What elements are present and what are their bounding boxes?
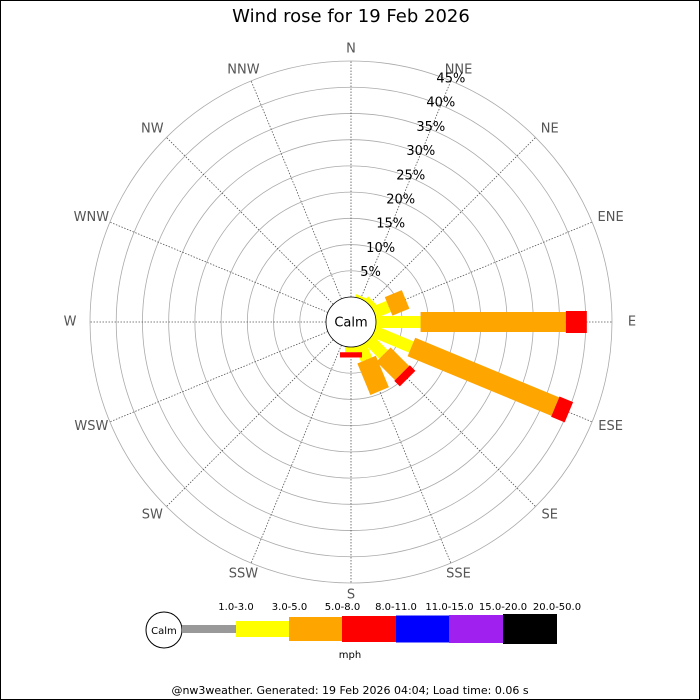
petal — [364, 296, 377, 309]
legend-swatch — [289, 617, 342, 641]
petal-segment — [407, 337, 560, 416]
direction-label: ESE — [598, 419, 623, 434]
direction-label: WNW — [74, 210, 110, 225]
legend-label: 15.0-20.0 — [479, 602, 527, 613]
petal — [371, 326, 574, 423]
petal — [364, 335, 416, 387]
direction-label: ENE — [598, 210, 624, 225]
petal-segment — [364, 296, 377, 309]
legend-swatch — [182, 625, 236, 633]
petal — [340, 347, 362, 358]
ring-label: 5% — [360, 265, 381, 280]
legend-swatch — [342, 616, 396, 642]
legend-label: 20.0-50.0 — [533, 602, 581, 613]
legend-calm-label: Calm — [151, 626, 177, 637]
petal-segment — [376, 347, 410, 381]
petal-segment — [357, 355, 389, 395]
ring-label: 35% — [416, 120, 445, 135]
petal-segment — [345, 347, 357, 353]
ring-label: 15% — [376, 217, 405, 232]
legend-label: 11.0-15.0 — [425, 602, 473, 613]
footer: @nw3weather. Generated: 19 Feb 2026 04:0… — [171, 684, 528, 697]
direction-label: NNW — [227, 62, 259, 77]
direction-label: NE — [541, 121, 559, 136]
petal-segment — [420, 312, 566, 332]
legend-swatch — [396, 615, 449, 643]
legend-swatch — [449, 615, 503, 643]
ring-label: 30% — [406, 144, 435, 159]
direction-label: NW — [141, 121, 164, 136]
spoke — [373, 221, 593, 313]
petal-segment — [565, 311, 587, 333]
direction-label: NNE — [445, 62, 473, 77]
petal-segment — [340, 352, 362, 358]
calm-circle — [325, 296, 377, 348]
legend-swatch — [236, 621, 289, 637]
petal-segment — [551, 396, 574, 423]
direction-label: N — [346, 42, 356, 57]
direction-label: S — [347, 588, 355, 603]
ring-label: 40% — [426, 96, 455, 111]
petal-segment — [375, 316, 421, 328]
ring — [89, 60, 613, 584]
spoke — [166, 339, 334, 507]
petal-segment — [371, 326, 414, 353]
petal-segment — [394, 365, 416, 387]
spoke — [250, 80, 342, 300]
spoke — [250, 344, 342, 564]
direction-label: SE — [541, 508, 557, 523]
chart-title: Wind rose for 19 Feb 2026 — [232, 6, 470, 27]
legend-label: 8.0-11.0 — [375, 602, 417, 613]
ring-label: 25% — [396, 168, 425, 183]
legend-label: 1.0-3.0 — [218, 602, 253, 613]
direction-label: W — [64, 315, 77, 330]
petal-segment — [371, 300, 391, 318]
petal-segment — [384, 290, 410, 316]
calm-label: Calm — [334, 316, 367, 331]
petal — [375, 311, 587, 333]
unit-label: mph — [339, 650, 361, 661]
petal — [355, 294, 368, 302]
legend-label: 3.0-5.0 — [272, 602, 307, 613]
direction-label: WSW — [74, 419, 108, 434]
ring-label: 10% — [366, 241, 395, 256]
legend-swatch — [503, 614, 557, 644]
petal — [371, 290, 410, 318]
spoke — [166, 137, 334, 305]
ring-label: 20% — [386, 192, 415, 207]
direction-label: SSW — [229, 567, 259, 582]
direction-label: SSE — [446, 567, 471, 582]
direction-label: E — [628, 315, 636, 330]
spoke — [109, 331, 329, 423]
spoke — [368, 137, 536, 305]
legend-label: 5.0-8.0 — [325, 602, 360, 613]
ring-label: 45% — [436, 71, 465, 86]
direction-label: SW — [142, 508, 163, 523]
petal-segment — [355, 294, 368, 302]
petal-segment — [364, 335, 388, 359]
spoke — [360, 80, 452, 300]
spoke — [109, 221, 329, 313]
